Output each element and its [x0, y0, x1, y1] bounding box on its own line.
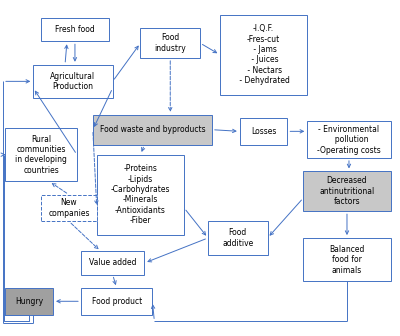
Text: New
companies: New companies [48, 198, 90, 218]
Text: Food
additive: Food additive [222, 228, 253, 248]
FancyBboxPatch shape [93, 115, 212, 145]
Text: Rural
communities
in developing
countries: Rural communities in developing countrie… [15, 135, 67, 175]
FancyBboxPatch shape [33, 65, 113, 98]
Text: Value added: Value added [89, 258, 136, 267]
Text: -Proteins
-Lipids
-Carbohydrates
-Minerals
-Antioxidants
-Fiber: -Proteins -Lipids -Carbohydrates -Minera… [111, 164, 170, 225]
Text: Fresh food: Fresh food [55, 25, 95, 34]
Text: Decreased
antinutritional
factors: Decreased antinutritional factors [319, 176, 375, 206]
FancyBboxPatch shape [307, 121, 391, 158]
Text: Food waste and byproducts: Food waste and byproducts [100, 125, 205, 134]
FancyBboxPatch shape [41, 195, 97, 221]
FancyBboxPatch shape [240, 118, 288, 145]
FancyBboxPatch shape [6, 128, 77, 181]
Text: Food
industry: Food industry [154, 33, 186, 53]
Text: Losses: Losses [251, 127, 276, 136]
Text: Food product: Food product [92, 297, 142, 306]
Text: - Environmental
  pollution
-Operating costs: - Environmental pollution -Operating cos… [317, 125, 381, 155]
FancyBboxPatch shape [220, 15, 307, 95]
FancyBboxPatch shape [6, 288, 53, 314]
FancyBboxPatch shape [303, 238, 391, 281]
FancyBboxPatch shape [41, 18, 109, 41]
FancyBboxPatch shape [208, 221, 268, 255]
FancyBboxPatch shape [140, 28, 200, 58]
FancyBboxPatch shape [303, 171, 391, 211]
FancyBboxPatch shape [81, 288, 152, 314]
Text: Agricultural
Production: Agricultural Production [50, 72, 96, 91]
Text: Hungry: Hungry [15, 297, 43, 306]
FancyBboxPatch shape [81, 251, 144, 275]
Text: Balanced
food for
animals: Balanced food for animals [329, 245, 365, 275]
FancyBboxPatch shape [97, 155, 184, 235]
Text: -I.Q.F.
-Fres-cut
 - Jams
 - Juices
 - Nectars
 - Dehydrated: -I.Q.F. -Fres-cut - Jams - Juices - Nect… [237, 24, 290, 85]
